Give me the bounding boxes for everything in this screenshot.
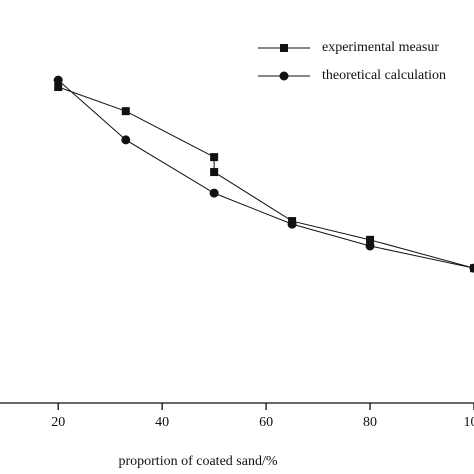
marker [121, 107, 130, 116]
x-tick-label: 20 [51, 415, 65, 430]
x-tick-label: 100 [464, 415, 474, 430]
marker [469, 263, 474, 273]
marker [53, 75, 63, 85]
series-line [57, 79, 474, 269]
x-tick-label: 40 [155, 415, 169, 430]
marker [210, 168, 219, 177]
legend-label: theoretical calculation [322, 68, 446, 83]
x-axis-label: proportion of coated sand/% [118, 454, 277, 469]
marker [287, 219, 297, 229]
marker [210, 153, 219, 162]
marker [54, 83, 63, 92]
series-line [58, 86, 474, 269]
marker [209, 188, 219, 198]
marker [366, 235, 375, 244]
marker [365, 241, 375, 251]
legend-label: experimental measur [322, 40, 439, 55]
x-tick-label: 60 [259, 415, 273, 430]
legend-marker [279, 71, 289, 81]
x-tick-label: 80 [363, 415, 377, 430]
marker [121, 135, 131, 145]
legend-marker [280, 44, 288, 52]
